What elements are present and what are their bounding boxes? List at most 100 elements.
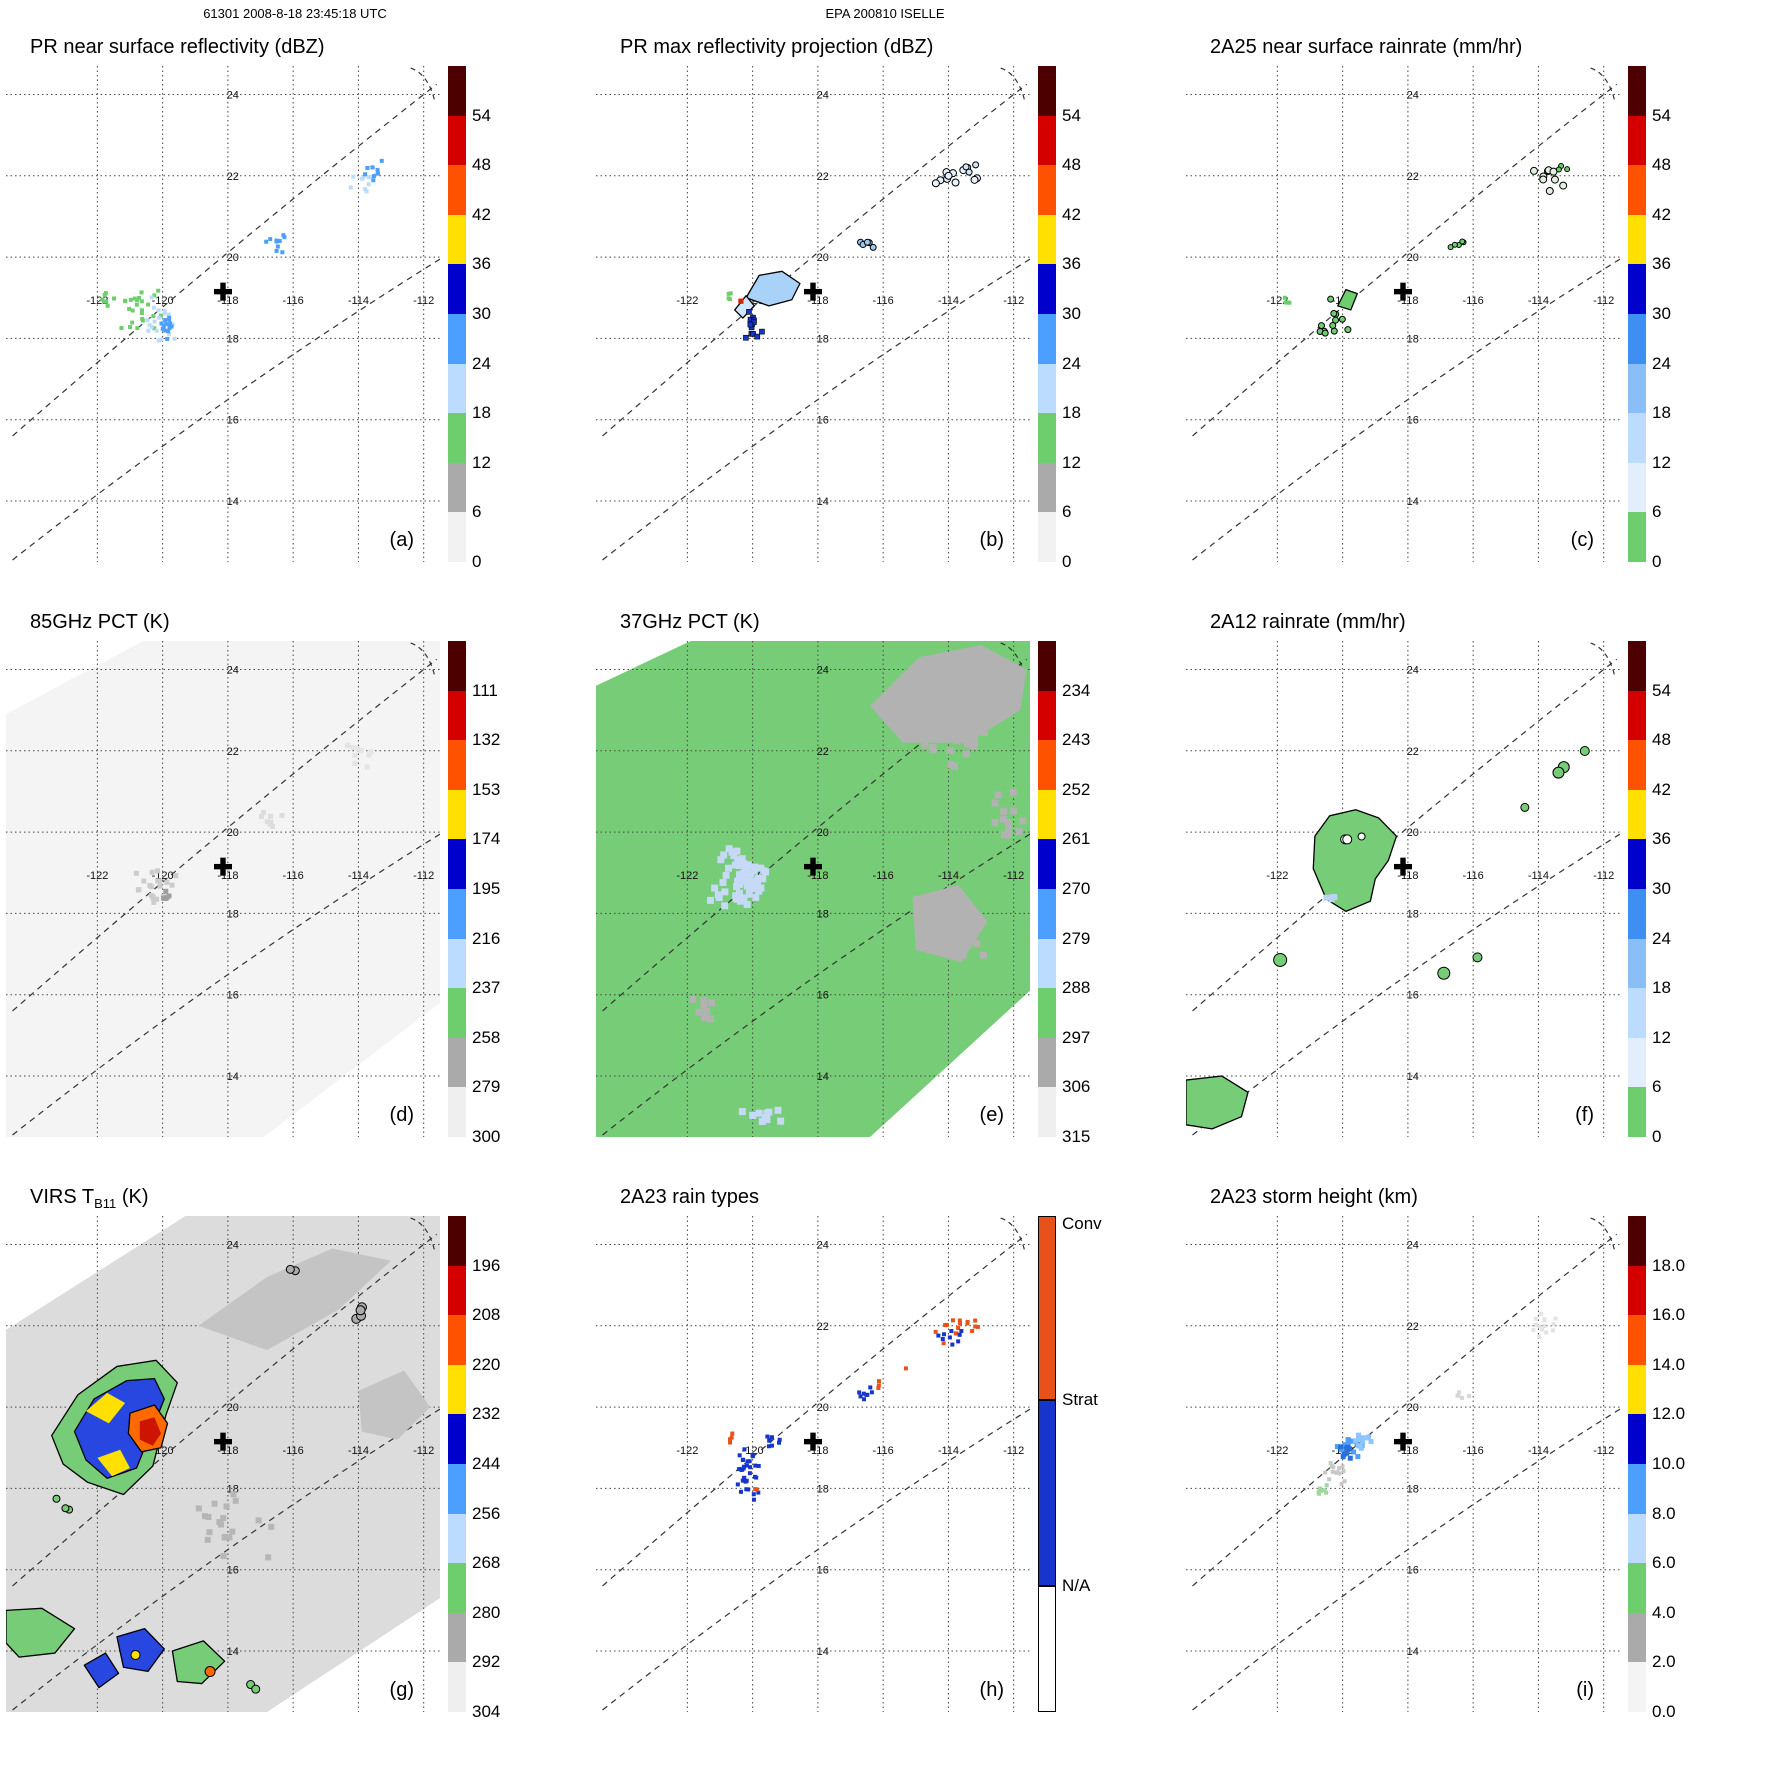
map-feature-pixel bbox=[173, 873, 179, 879]
map-feature-pixel bbox=[737, 856, 745, 864]
lon-tick-label: -116 bbox=[1463, 1445, 1484, 1457]
map-feature-pixel bbox=[728, 291, 733, 296]
map-feature-pixel bbox=[769, 1435, 774, 1440]
panel-title-text: 37GHz PCT (K) bbox=[620, 611, 760, 633]
map-feature-pixel bbox=[162, 308, 167, 313]
map-feature-pixel bbox=[1323, 1470, 1328, 1475]
map-feature-pixel bbox=[230, 1491, 237, 1498]
colorbar-tick-label: 42 bbox=[1062, 204, 1081, 224]
colorbar-tick-label: 237 bbox=[472, 978, 501, 998]
map-feature-pixel bbox=[146, 302, 151, 307]
colorbar-segment bbox=[448, 1216, 466, 1266]
map-feature-blob bbox=[358, 1370, 431, 1440]
colorbar-tick-label: 24 bbox=[1062, 353, 1081, 373]
colorbar-segment bbox=[1628, 888, 1646, 939]
map-feature-pixel bbox=[1009, 788, 1017, 796]
map-feature-outlined-cell bbox=[931, 179, 940, 188]
map-feature-pixel bbox=[923, 702, 931, 710]
colorbar-tick-label: 6 bbox=[472, 502, 482, 522]
map-feature-pixel bbox=[745, 890, 753, 898]
colorbar-segment bbox=[1628, 1612, 1646, 1663]
lat-tick-label: 16 bbox=[1407, 1565, 1419, 1577]
colorbar-segment bbox=[1628, 1463, 1646, 1514]
map-feature-pixel bbox=[265, 1554, 272, 1561]
map-feature-pixel bbox=[152, 293, 157, 298]
map-feature-pixel bbox=[1338, 1447, 1344, 1453]
map-feature-pixel bbox=[1341, 1469, 1346, 1474]
map-feature-outlined-cell bbox=[130, 1649, 141, 1660]
lon-tick-label: -112 bbox=[1003, 295, 1024, 307]
colorbar-tick-label: 261 bbox=[1062, 829, 1091, 849]
pr-swath-edge-line bbox=[1192, 833, 1620, 1136]
map-feature-pixel bbox=[165, 336, 170, 341]
map-feature-pixel bbox=[1328, 1461, 1333, 1466]
colorbar-segment bbox=[1628, 740, 1646, 790]
colorbar-segment bbox=[448, 888, 466, 939]
map-feature-outlined-cell bbox=[1550, 175, 1559, 184]
colorbar-tick-label: 258 bbox=[472, 1027, 501, 1047]
data-features bbox=[689, 645, 1027, 1126]
map-feature-outlined-cell bbox=[951, 178, 960, 187]
map-feature-outlined-cell bbox=[1559, 181, 1568, 190]
map-feature-pixel bbox=[1542, 1324, 1547, 1329]
lon-tick-label: -112 bbox=[1593, 1445, 1614, 1457]
colorbar-segment bbox=[1628, 988, 1646, 1038]
map-feature-pixel bbox=[876, 1385, 881, 1390]
colorbar-tick-label: N/A bbox=[1062, 1575, 1091, 1595]
map-feature-pixel bbox=[991, 818, 999, 826]
colorbar-tick-label: 8.0 bbox=[1652, 1503, 1676, 1523]
map-feature-pixel bbox=[937, 728, 945, 736]
map-feature-pixel bbox=[740, 894, 748, 902]
colorbar-segment bbox=[1628, 313, 1646, 364]
map-feature-pixel bbox=[761, 1114, 769, 1122]
map-feature-pixel bbox=[957, 1318, 962, 1323]
swath-corner-arc bbox=[1590, 1217, 1616, 1253]
colorbar-ticks: 234 243 252 261 270 279 288 297 306 315 bbox=[1062, 641, 1174, 1146]
colorbar-segment bbox=[1038, 413, 1056, 463]
map-feature-pixel bbox=[1537, 1334, 1542, 1339]
panel-title: PR max reflectivity projection (dBZ) bbox=[620, 36, 933, 61]
map-feature-pixel bbox=[940, 1337, 945, 1342]
map-feature-pixel bbox=[742, 1475, 747, 1480]
colorbar-segment bbox=[1038, 214, 1056, 265]
map-feature-pixel bbox=[756, 1490, 761, 1495]
map-feature-outlined-cell bbox=[863, 238, 871, 246]
map-feature-pixel bbox=[689, 995, 697, 1003]
map-feature-pixel bbox=[752, 1474, 757, 1479]
map-feature-pixel bbox=[963, 933, 971, 941]
map-feature-pixel bbox=[151, 314, 156, 319]
map-panel: 37GHz PCT (K) -122-120-118-116-114-11224… bbox=[590, 603, 1180, 1178]
map-feature-pixel bbox=[229, 1528, 236, 1535]
lat-tick-label: 20 bbox=[1407, 1402, 1419, 1414]
map-feature-pixel bbox=[738, 298, 744, 304]
lon-tick-label: -116 bbox=[1463, 870, 1484, 882]
map-feature-pixel bbox=[739, 1467, 744, 1472]
panel-title: VIRS TB11 (K) bbox=[30, 1186, 148, 1211]
colorbar-tick-label: 36 bbox=[1652, 829, 1671, 849]
map-feature-pixel bbox=[765, 1434, 770, 1439]
map-feature-outlined-cell bbox=[1330, 327, 1338, 335]
map-feature-pixel bbox=[732, 895, 740, 903]
map-feature-pixel bbox=[139, 308, 144, 313]
colorbar-tick-label: 6 bbox=[1652, 502, 1662, 522]
map-feature-pixel bbox=[735, 1482, 740, 1487]
data-features bbox=[728, 1318, 980, 1502]
map-feature-pixel bbox=[220, 1553, 227, 1560]
figure-header: 61301 2008-8-18 23:45:18 UTC EPA 200810 … bbox=[0, 6, 1771, 26]
map-feature-pixel bbox=[371, 174, 376, 179]
lat-tick-label: 14 bbox=[1407, 1646, 1419, 1658]
colorbar-tick-label: 6 bbox=[1652, 1077, 1662, 1097]
panel-title-units: (K) bbox=[116, 1186, 149, 1208]
map-feature-pixel bbox=[744, 1487, 749, 1492]
map-feature-pixel bbox=[1338, 1444, 1344, 1450]
pr-swath-edge-line bbox=[1192, 258, 1620, 561]
map-feature-pixel bbox=[147, 882, 153, 888]
lat-tick-label: 22 bbox=[227, 171, 239, 183]
map-feature-blob bbox=[745, 270, 801, 307]
map-feature-pixel bbox=[1316, 1490, 1321, 1495]
colorbar-tick-label: 132 bbox=[472, 730, 501, 750]
